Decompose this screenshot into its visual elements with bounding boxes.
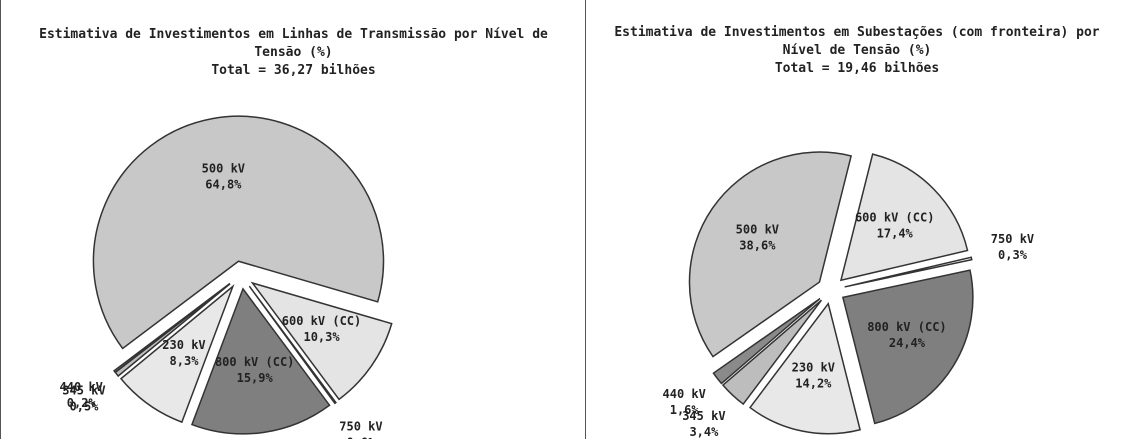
category-label: 500 kV	[736, 222, 779, 236]
slice-label: 230 kV 8,3%	[162, 338, 205, 368]
pie-slice	[248, 285, 337, 405]
category-label: 600 kV (CC)	[282, 314, 361, 328]
value-label: 64,8%	[205, 177, 242, 191]
panel-right: Estimativa de Investimentos em Subestaçõ…	[585, 0, 1128, 439]
chart-title: Estimativa de Investimentos em Linhas de…	[21, 26, 566, 80]
pie-chart: 500 kV 64,8% 600 kV (CC) 10,3% 750 kV 0,0% 800…	[60, 115, 393, 439]
pie-slice	[721, 299, 823, 406]
value-label: 0,2%	[67, 396, 97, 410]
value-label: 0,0%	[347, 435, 377, 439]
category-label: 345 kV	[62, 383, 105, 397]
category-label: 800 kV (CC)	[215, 355, 294, 369]
value-label: 8,3%	[170, 354, 200, 368]
value-label: 14,2%	[795, 377, 832, 391]
slice-label: 600 kV (CC) 17,4%	[855, 210, 934, 240]
value-label: 0,5%	[70, 399, 100, 413]
pie-slice	[92, 115, 385, 350]
category-label: 230 kV	[162, 338, 205, 352]
pie-slice	[113, 282, 231, 374]
category-label: 440 kV	[60, 380, 103, 394]
slice-label: 750 kV 0,3%	[991, 232, 1034, 262]
slice-label: 750 kV 0,0%	[339, 419, 382, 439]
subtitle: Total = 19,46 bilhões	[774, 61, 940, 76]
value-label: 0,3%	[998, 248, 1028, 262]
pie-slice	[712, 297, 821, 385]
title: Estimativa de Investimentos em Subestaçõ…	[614, 25, 1100, 58]
value-label: 1,6%	[670, 403, 700, 417]
pie-slice	[839, 153, 969, 282]
category-label: 345 kV	[682, 409, 725, 423]
category-label: 600 kV (CC)	[855, 210, 934, 224]
slice-label: 345 kV 3,4%	[682, 409, 725, 439]
pie-slice	[748, 302, 862, 435]
slice-label: 345 kV 0,5%	[62, 383, 105, 413]
value-label: 17,4%	[877, 226, 914, 240]
category-label: 750 kV	[339, 419, 382, 433]
pie-slice	[688, 151, 853, 358]
subtitle: Total = 36,27 bilhões	[211, 63, 376, 78]
slice-label: 800 kV (CC) 24,4%	[867, 320, 946, 350]
category-label: 800 kV (CC)	[867, 320, 946, 334]
title: Estimativa de Investimentos em Linhas de…	[39, 27, 548, 60]
chart-title: Estimativa de Investimentos em Subestaçõ…	[591, 24, 1123, 78]
slice-label: 500 kV 38,6%	[736, 222, 779, 252]
category-label: 230 kV	[792, 361, 835, 375]
pie-slice	[841, 269, 974, 425]
category-label: 500 kV	[202, 161, 245, 175]
slice-label: 230 kV 14,2%	[792, 361, 835, 391]
category-label: 750 kV	[991, 232, 1034, 246]
value-label: 3,4%	[689, 425, 719, 439]
value-label: 38,6%	[739, 238, 776, 252]
slice-label: 800 kV (CC) 15,9%	[215, 355, 294, 385]
slice-label: 440 kV 0,2%	[60, 380, 103, 410]
pie-slice	[119, 284, 235, 424]
value-label: 24,4%	[889, 336, 926, 350]
value-label: 10,3%	[303, 330, 340, 344]
slice-label: 440 kV 1,6%	[663, 387, 706, 417]
pie-slice	[190, 287, 331, 435]
panel-left: Estimativa de Investimentos em Linhas de…	[0, 0, 566, 439]
pie-slice	[844, 256, 973, 288]
pie-chart: 500 kV 38,6% 600 kV (CC) 17,4% 750 kV 0,3% 800…	[663, 151, 1034, 439]
category-label: 440 kV	[663, 387, 706, 401]
pie-slice	[250, 281, 393, 401]
slice-label: 600 kV (CC) 10,3%	[282, 314, 361, 344]
value-label: 15,9%	[237, 371, 274, 385]
slice-label: 500 kV 64,8%	[202, 161, 245, 191]
